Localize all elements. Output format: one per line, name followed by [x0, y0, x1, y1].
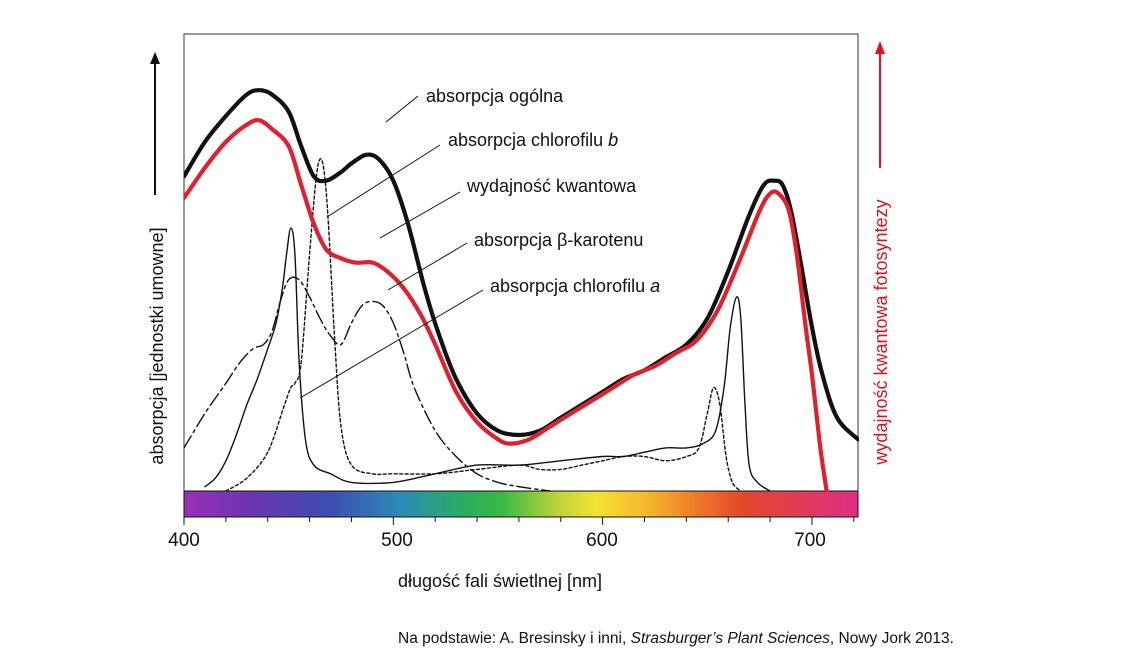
series-line-chlb	[225, 158, 742, 492]
label-chlorophyll-b-prefix: absorpcja chlorofilu	[448, 130, 608, 150]
label-chlorophyll-b-suffix: b	[608, 130, 618, 150]
x-tick-label: 400	[168, 530, 200, 551]
x-tick-label: 700	[794, 530, 826, 551]
label-total-absorption: absorpcja ogólna	[426, 86, 564, 106]
right-axis-label: wydajność kwantowa fotosyntezy	[871, 199, 891, 465]
series-line-quantum	[184, 118, 829, 492]
label-chlorophyll-b: absorpcja chlorofilu b	[448, 130, 618, 150]
x-axis-ticks	[183, 517, 855, 525]
source-suffix: , Nowy Jork 2013.	[829, 630, 954, 647]
source-citation: Na podstawie: A. Bresinsky i inni, Stras…	[398, 630, 954, 648]
source-title: Strasburger’s Plant Sciences	[630, 630, 830, 647]
label-chlorophyll-a-prefix: absorpcja chlorofilu	[490, 276, 650, 296]
x-tick-label: 600	[586, 530, 618, 551]
leader-line-chla	[299, 289, 484, 399]
source-prefix: Na podstawie: A. Bresinsky i inni,	[398, 630, 631, 647]
series-line-total	[184, 88, 859, 442]
series-line-carotene	[184, 276, 551, 492]
leader-line-chlb	[326, 144, 441, 218]
spectrum-bar	[183, 490, 859, 518]
x-tick-label: 500	[381, 530, 413, 551]
leader-line-total	[385, 95, 419, 123]
left-axis-label: absorpcja [jednostki umowne]	[147, 227, 167, 464]
leader-line-carotene	[387, 242, 468, 291]
label-quantum-yield: wydajność kwantowa	[466, 176, 637, 196]
left-axis-arrowhead-icon	[150, 52, 160, 64]
label-chlorophyll-a-suffix: a	[650, 276, 660, 296]
series-line-chla	[204, 227, 771, 492]
label-chlorophyll-a: absorpcja chlorofilu a	[490, 276, 660, 296]
leader-line-quantum	[379, 191, 461, 239]
x-axis-label: długość fali świetlnej [nm]	[398, 571, 602, 591]
leader-lines	[299, 95, 484, 399]
right-axis-arrowhead-icon	[875, 41, 885, 54]
label-beta-carotene: absorpcja β-karotenu	[474, 230, 643, 250]
